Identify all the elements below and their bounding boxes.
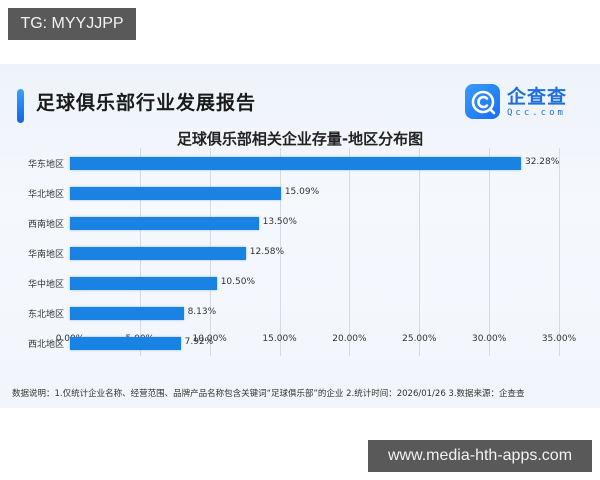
x-tick-label: 15.00% <box>262 334 297 344</box>
report-card: 足球俱乐部行业发展报告 企查查 Qcc.com 足球俱乐部相关企业存量-地区分布… <box>0 64 600 408</box>
watermark-bottom-right: www.media-hth-apps.com <box>368 440 592 472</box>
bar-value-label: 13.50% <box>262 217 297 227</box>
qcc-logo: 企查查 Qcc.com <box>465 84 567 119</box>
category-label: 东北地区 <box>27 310 64 320</box>
bar-chart: 0.00%5.00%10.00%15.00%20.00%25.00%30.00%… <box>0 64 600 408</box>
watermark-top-left-text: TG: MYYJJPP <box>20 15 124 32</box>
bar <box>70 276 217 290</box>
x-tick-label: 25.00% <box>402 334 437 344</box>
bar-value-label: 32.28% <box>524 157 560 167</box>
category-label: 华东地区 <box>27 160 64 170</box>
logo-name-en: Qcc.com <box>507 107 566 118</box>
gridline <box>419 148 421 356</box>
bar-value-label: 8.13% <box>187 307 217 317</box>
title-accent-bar <box>17 89 24 123</box>
bar <box>70 246 246 260</box>
gridline <box>279 148 281 356</box>
watermark-top-left: TG: MYYJJPP <box>8 8 136 40</box>
x-tick-label: 20.00% <box>332 334 367 344</box>
bar <box>70 186 281 200</box>
bar-value-label: 12.58% <box>249 247 285 257</box>
data-footnote: 数据说明：1.仅统计企业名称、经营范围、品牌产品名称包含关键词“足球俱乐部”的企… <box>12 389 525 399</box>
bar-value-label: 10.50% <box>220 277 256 287</box>
category-label: 华中地区 <box>27 280 64 290</box>
category-label: 西南地区 <box>27 220 64 230</box>
bar <box>70 216 259 230</box>
bar-value-label: 7.92% <box>184 337 214 347</box>
bar <box>70 156 521 170</box>
report-title: 足球俱乐部行业发展报告 <box>36 92 257 114</box>
logo-name-cn: 企查查 <box>507 85 568 108</box>
category-label: 华北地区 <box>27 190 64 200</box>
category-label: 华南地区 <box>27 250 64 260</box>
x-tick-label: 30.00% <box>471 334 507 344</box>
x-tick-label: 35.00% <box>541 334 577 344</box>
x-tick-label: 10.00% <box>192 334 227 344</box>
gridline <box>489 148 491 356</box>
gridline <box>559 148 560 356</box>
bar <box>70 306 184 320</box>
bar-value-label: 15.09% <box>284 187 320 197</box>
watermark-bottom-right-text: www.media-hth-apps.com <box>387 447 573 464</box>
chart-title: 足球俱乐部相关企业存量-地区分布图 <box>176 130 424 148</box>
category-label: 西北地区 <box>27 340 64 350</box>
gridline <box>349 148 351 356</box>
bar <box>70 336 181 350</box>
qcc-logo-icon <box>465 84 500 119</box>
